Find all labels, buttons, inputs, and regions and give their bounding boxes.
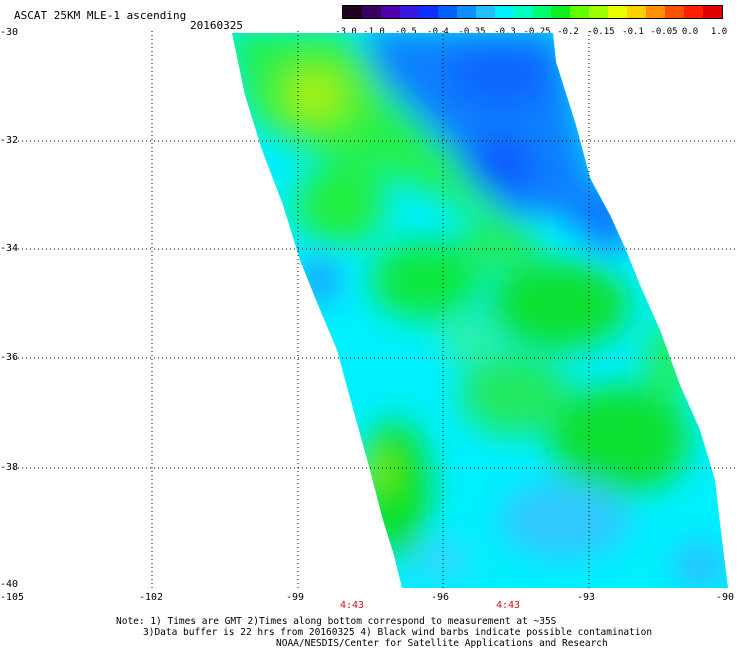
colorbar-segment [703, 6, 723, 18]
map-grid [10, 31, 735, 588]
colorbar-segment [418, 6, 438, 18]
colorbar-label: -0.4 [427, 27, 449, 37]
colorbar-label: -0.35 [458, 27, 486, 37]
footnote-line-3: NOAA/NESDIS/Center for Satellite Applica… [276, 638, 608, 649]
colorbar-segment [380, 6, 400, 18]
colorbar-segment [551, 6, 571, 18]
footnote-line-2: 3)Data buffer is 22 hrs from 20160325 4)… [143, 627, 653, 638]
colorbar-segment [570, 6, 590, 18]
colorbar-label: -1.0 [363, 27, 385, 37]
lat-label: -34 [0, 243, 19, 254]
lat-label: -32 [0, 135, 19, 146]
colorbar-label: -0.1 [622, 27, 644, 37]
colorbar-label: -0.5 [395, 27, 417, 37]
colorbar-segment [399, 6, 419, 18]
lon-label: -99 [286, 592, 305, 603]
colorbar-label: -0.2 [557, 27, 579, 37]
colorbar-segment [684, 6, 704, 18]
product-title: ASCAT 25KM MLE-1 ascending [14, 9, 187, 22]
lon-label: -93 [577, 592, 596, 603]
colorbar-label: 0.0 [681, 27, 699, 37]
lat-label: -36 [0, 352, 19, 363]
colorbar-segment [361, 6, 381, 18]
colorbar-segment [494, 6, 514, 18]
colorbar-segment [646, 6, 666, 18]
colorbar-segment [627, 6, 647, 18]
lat-label: -38 [0, 462, 19, 473]
colorbar-segment [532, 6, 552, 18]
lon-label: -96 [431, 592, 450, 603]
colorbar-segment [343, 6, 362, 18]
pass-time-label: 4:43 [495, 600, 521, 611]
colorbar-label: -0.25 [523, 27, 551, 37]
colorbar-segment [513, 6, 533, 18]
colorbar-label: -0.3 [494, 27, 516, 37]
colorbar-segment [456, 6, 476, 18]
colorbar-segment [475, 6, 495, 18]
pass-time-label: 4:43 [339, 600, 365, 611]
lon-label: -90 [716, 592, 735, 603]
colorbar [342, 5, 723, 19]
wind-swath [232, 33, 728, 588]
product-date: 20160325 [190, 19, 243, 32]
colorbar-segment [437, 6, 457, 18]
colorbar-segment [665, 6, 685, 18]
colorbar-label: 1.0 [710, 27, 728, 37]
colorbar-segment [589, 6, 609, 18]
lon-label: -105 [0, 592, 25, 603]
lat-label: -40 [0, 579, 19, 590]
footnote-line-1: Note: 1) Times are GMT 2)Times along bot… [116, 616, 557, 627]
lon-label: -102 [139, 592, 164, 603]
lat-label: -30 [0, 27, 19, 38]
colorbar-label: -0.05 [650, 27, 678, 37]
colorbar-label: -0.15 [587, 27, 615, 37]
colorbar-segment [608, 6, 628, 18]
colorbar-label: -3.0 [335, 27, 357, 37]
